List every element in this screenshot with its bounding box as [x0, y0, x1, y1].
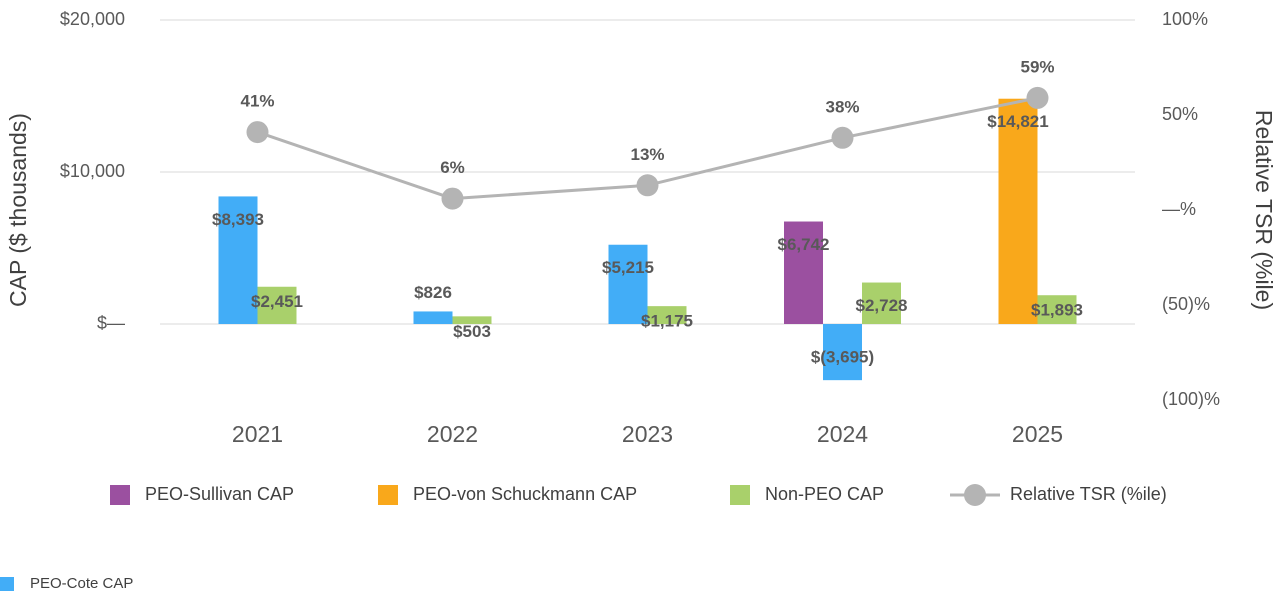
legend-swatch — [110, 485, 130, 505]
bar — [823, 324, 862, 381]
data-label: 59% — [1020, 57, 1054, 76]
data-label: $1,175 — [641, 312, 693, 331]
y-tick-label: $10,000 — [60, 161, 125, 181]
data-label: 6% — [440, 158, 465, 177]
x-tick-label: 2023 — [622, 421, 673, 447]
bar — [413, 311, 453, 324]
bar — [608, 244, 648, 324]
bar — [647, 306, 687, 324]
tsr-point — [1026, 86, 1049, 109]
data-label: $2,451 — [251, 292, 303, 311]
data-label: $8,393 — [212, 210, 264, 229]
y2-tick-label: 50% — [1162, 104, 1198, 124]
data-label: $(3,695) — [811, 348, 874, 367]
data-label: $2,728 — [856, 296, 908, 315]
y2-tick-label: (100)% — [1162, 389, 1220, 409]
legend-label: PEO-von Schuckmann CAP — [413, 484, 637, 504]
data-label: $6,742 — [778, 235, 830, 254]
data-label: $503 — [453, 322, 491, 341]
y2-tick-label: 100% — [1162, 9, 1208, 29]
data-label: $826 — [414, 283, 452, 302]
y-axis-title: CAP ($ thousands) — [5, 113, 31, 307]
x-tick-label: 2025 — [1012, 421, 1063, 447]
tsr-point — [636, 174, 659, 197]
x-tick-label: 2022 — [427, 421, 478, 447]
data-label: 13% — [630, 145, 664, 164]
legend-swatch — [730, 485, 750, 505]
legend-label: Relative TSR (%ile) — [1010, 484, 1167, 504]
bar — [257, 286, 297, 324]
legend-label: PEO-Sullivan CAP — [145, 484, 294, 504]
bar — [452, 316, 492, 324]
tsr-point — [831, 126, 854, 149]
data-label: $5,215 — [602, 258, 654, 277]
y2-axis-title: Relative TSR (%ile) — [1251, 110, 1277, 310]
tsr-point — [441, 187, 464, 210]
legend-swatch — [378, 485, 398, 505]
data-label: 38% — [825, 97, 859, 116]
legend-swatch — [0, 577, 14, 591]
y-tick-label: $— — [97, 313, 125, 333]
tsr-point — [246, 121, 269, 144]
data-label: 41% — [240, 92, 274, 111]
y2-tick-label: (50)% — [1162, 294, 1210, 314]
bar — [784, 221, 823, 324]
legend-label: PEO-Cote CAP — [30, 575, 133, 592]
y2-tick-label: —% — [1162, 199, 1196, 219]
y-tick-label: $20,000 — [60, 9, 125, 29]
data-label: $14,821 — [987, 112, 1048, 131]
bar — [998, 98, 1038, 325]
x-tick-label: 2021 — [232, 421, 283, 447]
bar — [1037, 295, 1077, 324]
legend-marker — [964, 484, 986, 506]
x-tick-label: 2024 — [817, 421, 868, 447]
bar — [862, 282, 901, 324]
bar — [218, 196, 258, 324]
data-label: $1,893 — [1031, 301, 1083, 320]
legend-label: Non-PEO CAP — [765, 484, 884, 504]
